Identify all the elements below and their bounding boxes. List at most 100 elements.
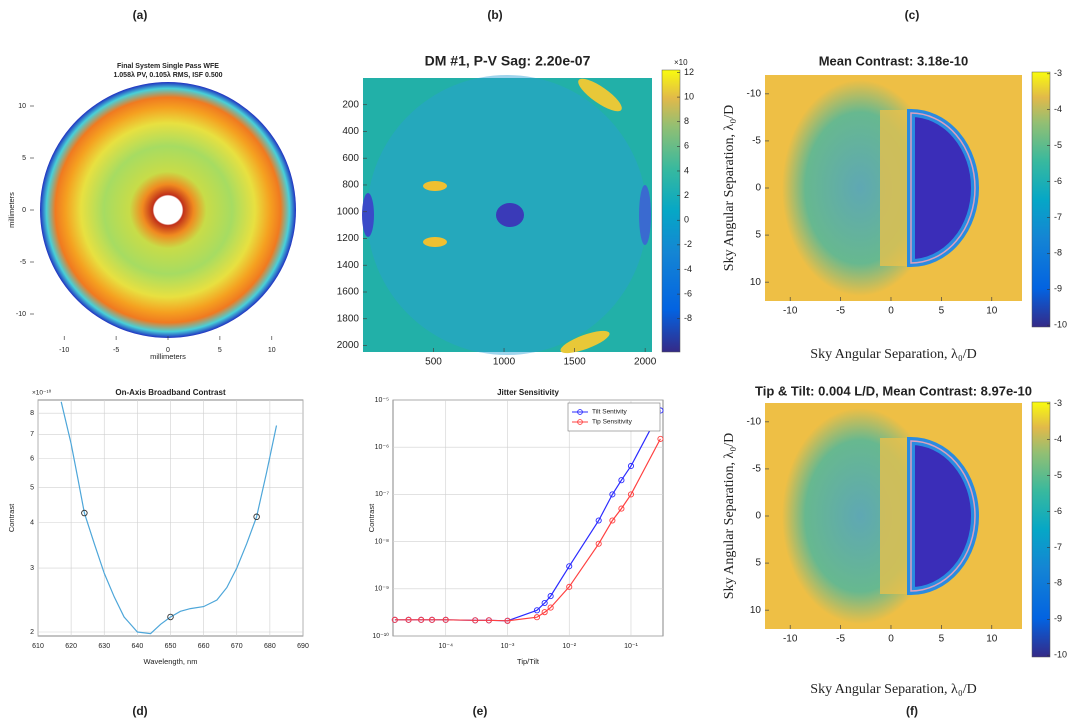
y-tick-label: -5: [752, 136, 761, 147]
panel-label: (f): [906, 704, 918, 718]
legend-marker: [577, 409, 583, 415]
panel-label: (c): [905, 8, 920, 22]
data-point: [618, 505, 625, 512]
data-point: [566, 583, 573, 590]
colorbar-tick-label: -3: [1054, 398, 1062, 408]
colorbar-tick-label: 0: [684, 215, 689, 225]
y-axis-label: Sky Angular Separation, λ₀/D: [722, 105, 737, 271]
colorbar-tick-label: -8: [684, 313, 692, 323]
data-line: [394, 410, 661, 622]
y-tick-label: 10: [750, 605, 762, 616]
colorbar: [1031, 71, 1051, 328]
chart-title: Final System Single Pass WFE: [117, 63, 219, 70]
chart-title: DM #1, P-V Sag: 2.20e-07: [425, 53, 591, 69]
y-tick-label: 5: [755, 558, 761, 569]
data-point: [533, 607, 540, 614]
x-tick-label: 10⁻³: [501, 643, 515, 650]
colorbar-tick-label: -4: [684, 264, 692, 274]
x-tick-label: 10⁻⁴: [438, 643, 453, 650]
x-tick-label: 5: [939, 634, 945, 645]
data-point: [485, 617, 492, 624]
x-tick-label: 690: [297, 643, 309, 650]
x-tick-label: -5: [113, 347, 119, 354]
x-axis-label: Tip/Tilt: [517, 657, 540, 666]
colorbar-tick-label: -3: [1054, 68, 1062, 78]
data-point: [618, 477, 625, 484]
colorbar-tick-label: -4: [1054, 434, 1062, 444]
x-tick-label: 620: [65, 643, 77, 650]
data-point: [609, 491, 616, 498]
x-tick-label: 500: [425, 357, 442, 368]
x-tick-label: 1000: [493, 357, 516, 368]
y-tick-label: 1000: [337, 206, 360, 217]
x-tick-label: 630: [98, 643, 110, 650]
data-point: [595, 517, 602, 524]
y-tick-label: 10⁻⁸: [375, 538, 389, 545]
x-tick-label: 10⁻²: [562, 643, 576, 650]
colorbar: [1031, 401, 1051, 658]
y-tick-label: 0: [22, 207, 26, 214]
colorbar-tick-label: 4: [684, 165, 689, 175]
y-axis-label: Contrast: [7, 503, 16, 532]
x-axis-label: Sky Angular Separation, λ₀/D: [810, 347, 976, 362]
y-tick-label: 1600: [337, 287, 360, 298]
x-tick-label: 0: [888, 634, 894, 645]
colorbar-tick-label: -6: [684, 288, 692, 298]
y-tick-label: 10⁻⁷: [375, 491, 389, 498]
y-tick-label: 10⁻⁹: [375, 586, 389, 593]
data-marker: [253, 513, 260, 521]
y-tick-label: -10: [747, 88, 762, 99]
x-tick-label: -5: [836, 634, 845, 645]
x-tick-label: 1500: [563, 357, 586, 368]
data-line: [394, 438, 661, 622]
data-point: [566, 563, 573, 570]
y-tick-label: 1800: [337, 313, 360, 324]
legend: [567, 402, 661, 432]
data-point: [405, 616, 412, 623]
colorbar-tick-label: -6: [1054, 506, 1062, 516]
data-marker: [81, 509, 88, 517]
y-tick-label: 5: [30, 484, 34, 491]
x-tick-label: 5: [218, 347, 222, 354]
colorbar-tick-label: -6: [1054, 176, 1062, 186]
chart-title: Tip & Tilt: 0.004 L/D, Mean Contrast: 8.…: [755, 383, 1032, 398]
chart-subtitle: 1.058λ PV, 0.105λ RMS, ISF 0.500: [113, 71, 222, 79]
colorbar-tick-label: -7: [1054, 212, 1062, 222]
colorbar-tick-label: 8: [684, 116, 689, 126]
y-tick-label: 3: [30, 565, 34, 572]
colorbar-exponent: ×10: [674, 58, 688, 67]
data-point: [504, 617, 511, 624]
data-point: [391, 616, 398, 623]
y-tick-label: -5: [20, 259, 26, 266]
x-tick-label: -10: [59, 347, 69, 354]
y-tick-label: 800: [342, 180, 359, 191]
data-point: [472, 617, 479, 624]
y-tick-label: 5: [755, 230, 761, 241]
data-point: [428, 616, 436, 623]
data-marker: [167, 613, 174, 621]
data-point: [541, 599, 548, 607]
x-axis-label: Wavelength, nm: [144, 657, 198, 666]
data-line: [60, 401, 278, 635]
colorbar-tick-label: -10: [1054, 650, 1067, 660]
x-axis-label: Sky Angular Separation, λ₀/D: [810, 682, 976, 697]
colorbar-tick-label: -9: [1054, 614, 1062, 624]
x-tick-label: 0: [888, 306, 894, 317]
panel-label: (a): [133, 8, 148, 22]
colorbar-tick-label: -8: [1054, 248, 1062, 258]
colorbar-tick-label: 2: [684, 190, 689, 200]
x-tick-label: 610: [32, 643, 44, 650]
colorbar: [661, 69, 681, 353]
y-tick-label: -5: [752, 464, 761, 475]
plot-frame: [392, 399, 664, 637]
colorbar-tick-label: 12: [684, 67, 694, 77]
y-tick-label: 10⁻⁶: [375, 444, 389, 451]
dm-map: [362, 75, 652, 355]
y-tick-label: 8: [30, 410, 34, 417]
data-point: [541, 609, 548, 616]
colorbar-tick-label: -4: [1054, 104, 1062, 114]
y-axis-label: millimeters: [7, 192, 16, 228]
colorbar-tick-label: -7: [1054, 542, 1062, 552]
y-tick-label: 6: [30, 455, 34, 462]
chart-title: Jitter Sensitivity: [497, 388, 559, 397]
